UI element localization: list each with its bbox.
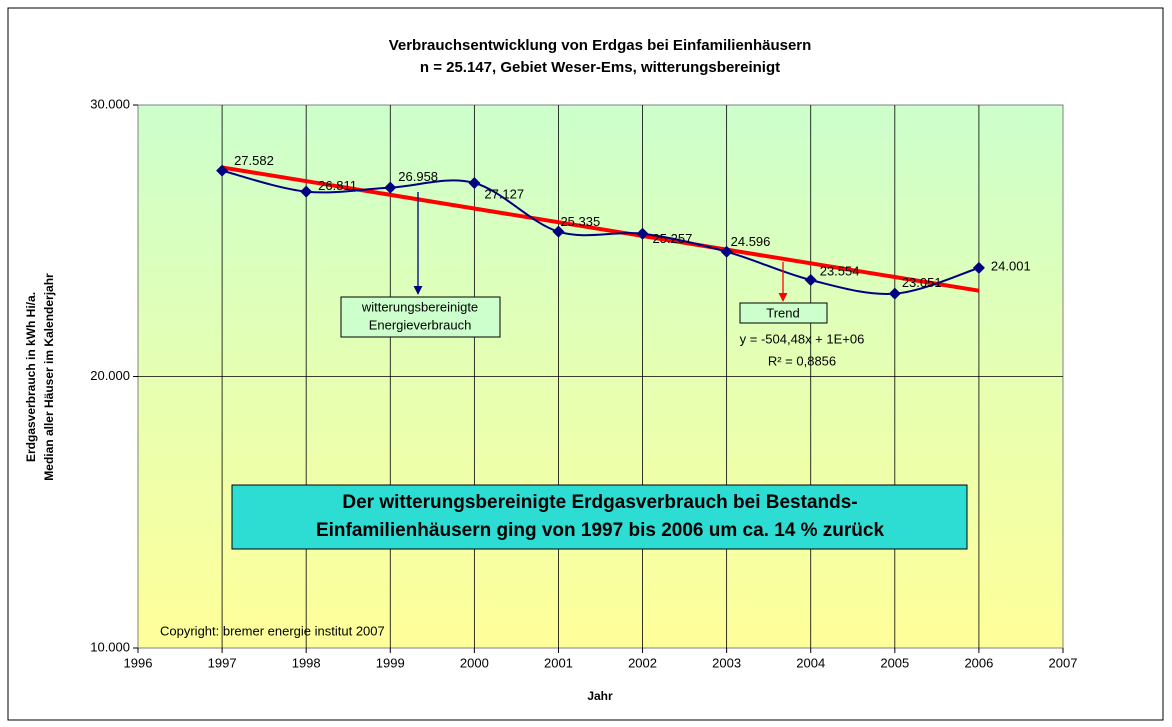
- x-tick-label: 2007: [1049, 655, 1078, 670]
- marker: [636, 227, 649, 240]
- trend-line: [221, 165, 980, 293]
- marker: [888, 287, 901, 300]
- chart-subtitle: n = 25.147, Gebiet Weser-Ems, witterungs…: [420, 59, 780, 76]
- marker: [300, 185, 313, 198]
- annotation-box: [340, 296, 501, 338]
- data-label: 25.335: [560, 214, 600, 229]
- marker: [384, 181, 397, 194]
- x-tick-label: 1996: [124, 655, 153, 670]
- data-label: 24.596: [731, 234, 771, 249]
- marker: [720, 245, 733, 258]
- marker: [972, 261, 985, 274]
- y-tick-label: 10.000: [90, 639, 130, 654]
- annotation-text: witterungsbereinigte: [361, 299, 478, 314]
- annotation-text: Energieverbrauch: [369, 317, 472, 332]
- x-tick-label: 2002: [628, 655, 657, 670]
- x-tick-label: 2000: [460, 655, 489, 670]
- headline-box: [231, 484, 968, 550]
- marker: [804, 274, 817, 287]
- y-tick-label: 30.000: [90, 96, 130, 111]
- x-tick-label: 1999: [376, 655, 405, 670]
- annotation-box: [739, 302, 828, 324]
- x-tick-label: 2004: [796, 655, 825, 670]
- x-axis-label: Jahr: [587, 689, 613, 703]
- data-label: 27.582: [234, 153, 274, 168]
- marker: [552, 225, 565, 238]
- y-axis-label: Median aller Häuser im Kalenderjahr: [42, 273, 56, 481]
- x-tick-label: 2003: [712, 655, 741, 670]
- data-label: 27.127: [484, 186, 524, 201]
- data-label: 23.051: [902, 275, 942, 290]
- copyright: Copyright: bremer energie institut 2007: [160, 623, 385, 638]
- x-tick-label: 1998: [292, 655, 321, 670]
- x-tick-label: 2001: [544, 655, 573, 670]
- headline: Der witterungsbereinigte Erdgasverbrauch…: [342, 492, 857, 513]
- series-line: [221, 169, 980, 295]
- r-squared: R² = 0,8856: [768, 353, 836, 368]
- y-tick-label: 20.000: [90, 368, 130, 383]
- data-label: 24.001: [991, 258, 1031, 273]
- marker: [468, 177, 481, 190]
- data-label: 26.958: [398, 169, 438, 184]
- data-label: 23.554: [820, 263, 860, 278]
- trend-label: Trend: [766, 305, 799, 320]
- trend-equation: y = -504,48x + 1E+06: [740, 331, 865, 346]
- headline: Einfamilienhäusern ging von 1997 bis 200…: [316, 520, 885, 541]
- marks: 1996 1997 1998 1999 2000 2001 2002 2003 2004 2005…: [90, 96, 1077, 670]
- x-tick-label: 1997: [208, 655, 237, 670]
- y-axis-label: Erdgasverbrauch in kWh Hi/a.: [24, 292, 38, 462]
- chart-title: Verbrauchsentwicklung von Erdgas bei Ein…: [389, 37, 812, 54]
- x-tick-label: 2005: [880, 655, 909, 670]
- data-label: 26.811: [318, 178, 357, 193]
- x-tick-label: 2006: [964, 655, 993, 670]
- data-label: 25.257: [653, 231, 693, 246]
- marker: [216, 164, 229, 177]
